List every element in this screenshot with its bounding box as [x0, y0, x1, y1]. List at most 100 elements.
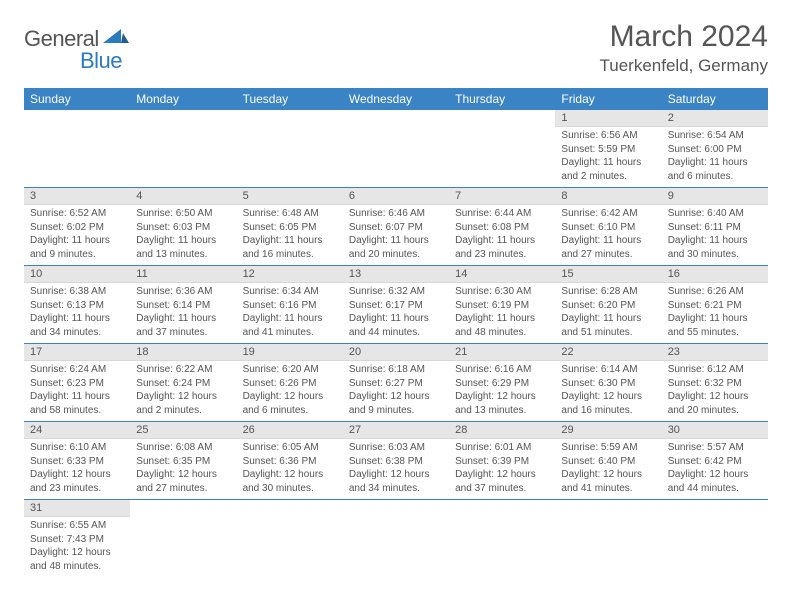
- sunrise-line: Sunrise: 6:56 AM: [561, 129, 655, 143]
- sunset-line: Sunset: 6:30 PM: [561, 377, 655, 391]
- sunrise-line: Sunrise: 6:44 AM: [455, 207, 549, 221]
- day-number: 11: [130, 266, 236, 283]
- calendar-body: 1Sunrise: 6:56 AMSunset: 5:59 PMDaylight…: [24, 110, 768, 577]
- daylight-line: Daylight: 12 hours and 34 minutes.: [349, 468, 443, 495]
- brand-sail-icon: [103, 27, 129, 48]
- calendar-week-row: 10Sunrise: 6:38 AMSunset: 6:13 PMDayligh…: [24, 266, 768, 344]
- day-details: Sunrise: 5:59 AMSunset: 6:40 PMDaylight:…: [555, 439, 661, 499]
- day-number: 1: [555, 110, 661, 127]
- calendar-day-cell: [449, 110, 555, 188]
- daylight-line: Daylight: 11 hours and 20 minutes.: [349, 234, 443, 261]
- calendar-day-cell: 19Sunrise: 6:20 AMSunset: 6:26 PMDayligh…: [237, 344, 343, 422]
- location-subtitle: Tuerkenfeld, Germany: [600, 56, 769, 76]
- day-number: 7: [449, 188, 555, 205]
- brand-text-blue: Blue: [80, 48, 122, 73]
- sunrise-line: Sunrise: 6:50 AM: [136, 207, 230, 221]
- calendar-day-cell: 31Sunrise: 6:55 AMSunset: 7:43 PMDayligh…: [24, 500, 130, 578]
- day-details: Sunrise: 6:03 AMSunset: 6:38 PMDaylight:…: [343, 439, 449, 499]
- calendar-day-cell: 18Sunrise: 6:22 AMSunset: 6:24 PMDayligh…: [130, 344, 236, 422]
- weekday-header-row: SundayMondayTuesdayWednesdayThursdayFrid…: [24, 88, 768, 110]
- calendar-day-cell: 12Sunrise: 6:34 AMSunset: 6:16 PMDayligh…: [237, 266, 343, 344]
- daylight-line: Daylight: 12 hours and 48 minutes.: [30, 546, 124, 573]
- sunrise-line: Sunrise: 6:52 AM: [30, 207, 124, 221]
- sunrise-line: Sunrise: 6:18 AM: [349, 363, 443, 377]
- sunset-line: Sunset: 6:40 PM: [561, 455, 655, 469]
- day-details: Sunrise: 6:52 AMSunset: 6:02 PMDaylight:…: [24, 205, 130, 265]
- day-number: 9: [662, 188, 768, 205]
- day-details: Sunrise: 6:01 AMSunset: 6:39 PMDaylight:…: [449, 439, 555, 499]
- daylight-line: Daylight: 12 hours and 16 minutes.: [561, 390, 655, 417]
- day-details: Sunrise: 6:08 AMSunset: 6:35 PMDaylight:…: [130, 439, 236, 499]
- sunrise-line: Sunrise: 6:34 AM: [243, 285, 337, 299]
- calendar-week-row: 24Sunrise: 6:10 AMSunset: 6:33 PMDayligh…: [24, 422, 768, 500]
- calendar-day-cell: [662, 500, 768, 578]
- weekday-header: Tuesday: [237, 88, 343, 110]
- day-details: Sunrise: 6:32 AMSunset: 6:17 PMDaylight:…: [343, 283, 449, 343]
- sunrise-line: Sunrise: 6:24 AM: [30, 363, 124, 377]
- day-number: 19: [237, 344, 343, 361]
- day-details: Sunrise: 6:16 AMSunset: 6:29 PMDaylight:…: [449, 361, 555, 421]
- sunset-line: Sunset: 6:17 PM: [349, 299, 443, 313]
- sunset-line: Sunset: 6:24 PM: [136, 377, 230, 391]
- calendar-day-cell: [343, 500, 449, 578]
- day-details: Sunrise: 6:50 AMSunset: 6:03 PMDaylight:…: [130, 205, 236, 265]
- day-number: 24: [24, 422, 130, 439]
- day-number: 12: [237, 266, 343, 283]
- calendar-day-cell: 26Sunrise: 6:05 AMSunset: 6:36 PMDayligh…: [237, 422, 343, 500]
- sunrise-line: Sunrise: 6:30 AM: [455, 285, 549, 299]
- daylight-line: Daylight: 11 hours and 6 minutes.: [668, 156, 762, 183]
- calendar-day-cell: [130, 500, 236, 578]
- calendar-day-cell: 15Sunrise: 6:28 AMSunset: 6:20 PMDayligh…: [555, 266, 661, 344]
- day-number: 17: [24, 344, 130, 361]
- day-number: 29: [555, 422, 661, 439]
- sunset-line: Sunset: 6:35 PM: [136, 455, 230, 469]
- daylight-line: Daylight: 11 hours and 30 minutes.: [668, 234, 762, 261]
- sunrise-line: Sunrise: 6:42 AM: [561, 207, 655, 221]
- sunset-line: Sunset: 6:20 PM: [561, 299, 655, 313]
- sunset-line: Sunset: 6:14 PM: [136, 299, 230, 313]
- calendar-day-cell: 13Sunrise: 6:32 AMSunset: 6:17 PMDayligh…: [343, 266, 449, 344]
- sunset-line: Sunset: 6:08 PM: [455, 221, 549, 235]
- calendar-day-cell: 20Sunrise: 6:18 AMSunset: 6:27 PMDayligh…: [343, 344, 449, 422]
- calendar-day-cell: 3Sunrise: 6:52 AMSunset: 6:02 PMDaylight…: [24, 188, 130, 266]
- daylight-line: Daylight: 11 hours and 27 minutes.: [561, 234, 655, 261]
- weekday-header: Friday: [555, 88, 661, 110]
- weekday-header: Thursday: [449, 88, 555, 110]
- sunset-line: Sunset: 6:02 PM: [30, 221, 124, 235]
- calendar-week-row: 3Sunrise: 6:52 AMSunset: 6:02 PMDaylight…: [24, 188, 768, 266]
- sunset-line: Sunset: 6:19 PM: [455, 299, 549, 313]
- sunrise-line: Sunrise: 6:20 AM: [243, 363, 337, 377]
- sunrise-line: Sunrise: 6:28 AM: [561, 285, 655, 299]
- sunset-line: Sunset: 6:10 PM: [561, 221, 655, 235]
- sunset-line: Sunset: 6:36 PM: [243, 455, 337, 469]
- sunset-line: Sunset: 6:33 PM: [30, 455, 124, 469]
- day-details: Sunrise: 6:05 AMSunset: 6:36 PMDaylight:…: [237, 439, 343, 499]
- daylight-line: Daylight: 12 hours and 37 minutes.: [455, 468, 549, 495]
- day-number: 26: [237, 422, 343, 439]
- day-details: Sunrise: 6:42 AMSunset: 6:10 PMDaylight:…: [555, 205, 661, 265]
- daylight-line: Daylight: 12 hours and 41 minutes.: [561, 468, 655, 495]
- sunrise-line: Sunrise: 5:59 AM: [561, 441, 655, 455]
- sunrise-line: Sunrise: 6:16 AM: [455, 363, 549, 377]
- day-number: 31: [24, 500, 130, 517]
- calendar-day-cell: 11Sunrise: 6:36 AMSunset: 6:14 PMDayligh…: [130, 266, 236, 344]
- calendar-day-cell: 10Sunrise: 6:38 AMSunset: 6:13 PMDayligh…: [24, 266, 130, 344]
- daylight-line: Daylight: 12 hours and 20 minutes.: [668, 390, 762, 417]
- daylight-line: Daylight: 11 hours and 51 minutes.: [561, 312, 655, 339]
- sunrise-line: Sunrise: 6:08 AM: [136, 441, 230, 455]
- sunrise-line: Sunrise: 6:55 AM: [30, 519, 124, 533]
- day-details: Sunrise: 6:10 AMSunset: 6:33 PMDaylight:…: [24, 439, 130, 499]
- day-details: Sunrise: 6:40 AMSunset: 6:11 PMDaylight:…: [662, 205, 768, 265]
- sunset-line: Sunset: 6:11 PM: [668, 221, 762, 235]
- day-number: 5: [237, 188, 343, 205]
- sunrise-line: Sunrise: 6:48 AM: [243, 207, 337, 221]
- sunset-line: Sunset: 6:03 PM: [136, 221, 230, 235]
- weekday-header: Wednesday: [343, 88, 449, 110]
- day-number: 2: [662, 110, 768, 127]
- sunset-line: Sunset: 6:07 PM: [349, 221, 443, 235]
- day-details: Sunrise: 5:57 AMSunset: 6:42 PMDaylight:…: [662, 439, 768, 499]
- calendar-table: SundayMondayTuesdayWednesdayThursdayFrid…: [24, 88, 768, 577]
- day-details: Sunrise: 6:24 AMSunset: 6:23 PMDaylight:…: [24, 361, 130, 421]
- day-details: Sunrise: 6:36 AMSunset: 6:14 PMDaylight:…: [130, 283, 236, 343]
- sunset-line: Sunset: 6:00 PM: [668, 143, 762, 157]
